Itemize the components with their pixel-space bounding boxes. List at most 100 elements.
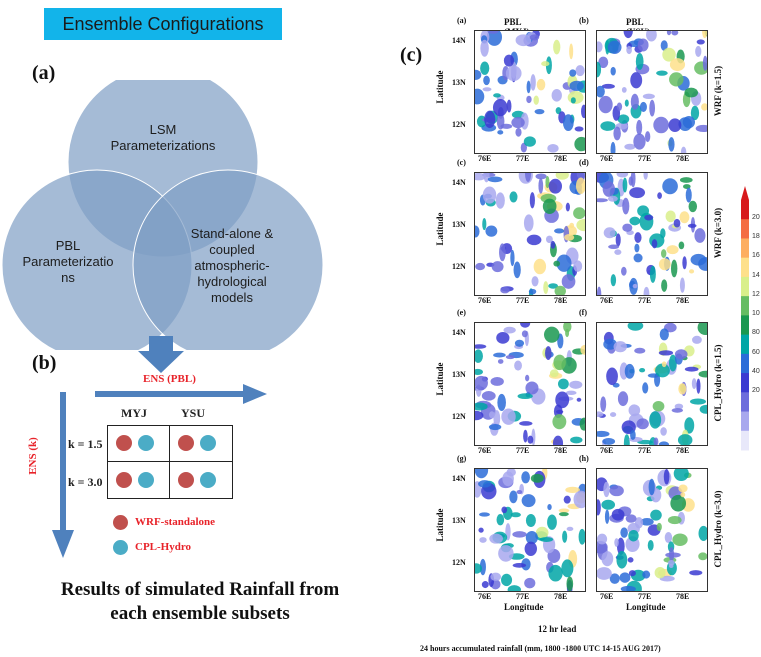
lon-tick: 77E	[516, 592, 530, 601]
lon-tick: 78E	[676, 296, 690, 305]
lat-tick: 14N	[452, 474, 466, 483]
table-col-ysu: YSU	[181, 406, 206, 420]
lon-tick: 76E	[600, 592, 614, 601]
lat-tick: 14N	[452, 178, 466, 187]
lat-axis-label: Latitude	[435, 362, 445, 396]
lon-tick: 76E	[478, 592, 492, 601]
lat-tick: 12N	[452, 262, 466, 271]
colorbar-segment	[741, 373, 749, 393]
lon-tick: 77E	[638, 296, 652, 305]
colorbar-tick: 60	[752, 348, 760, 356]
ens-k-arrow-icon	[52, 392, 74, 558]
ensemble-table	[107, 425, 233, 499]
colorbar-tick: 20	[752, 214, 760, 221]
legend-wrf-dot	[113, 515, 128, 530]
legend-cpl-label: CPL-Hydro	[135, 541, 192, 553]
ens-pbl-arrow-icon	[95, 384, 267, 404]
map-panel	[596, 30, 708, 154]
lon-tick: 78E	[554, 446, 568, 455]
down-arrow-icon	[138, 336, 184, 373]
lon-tick: 76E	[478, 296, 492, 305]
colorbar-segment	[741, 392, 749, 413]
colorbar-segment	[741, 238, 749, 259]
lon-tick: 77E	[516, 154, 530, 163]
colorbar	[741, 186, 749, 451]
map-panel-letter: (f)	[579, 308, 587, 317]
lon-tick: 78E	[554, 296, 568, 305]
colorbar-tick: 80	[752, 329, 760, 337]
colorbar-segment	[741, 200, 749, 220]
lon-tick: 76E	[600, 296, 614, 305]
table-row-k15: k = 1.5	[68, 437, 103, 451]
dot-cpl	[200, 472, 216, 488]
row-label: WRF (k=3.0)	[713, 207, 723, 259]
map-panel-letter: (g)	[457, 454, 467, 463]
lon-tick: 76E	[478, 154, 492, 163]
lon-tick: 78E	[676, 446, 690, 455]
venn-label-lsm: LSM Parameterizations	[110, 122, 216, 153]
lon-tick: 77E	[638, 154, 652, 163]
lon-tick: 76E	[600, 154, 614, 163]
lead-label: 12 hr lead	[538, 624, 577, 634]
results-caption: Results of simulated Rainfall from each …	[60, 579, 340, 624]
colorbar-segment	[741, 411, 749, 432]
colorbar-tick: 40	[752, 367, 760, 375]
colorbar-segment	[741, 219, 749, 239]
lat-tick: 13N	[452, 78, 466, 87]
map-panel	[596, 322, 708, 446]
legend-cpl-dot	[113, 540, 128, 555]
lon-tick: 77E	[516, 446, 530, 455]
map-panel-letter: (e)	[457, 308, 466, 317]
venn-diagram	[1, 80, 324, 350]
colorbar-segment	[741, 334, 749, 355]
dot-cpl	[138, 435, 154, 451]
colorbar-tick: 12	[752, 290, 760, 298]
lat-axis-label: Latitude	[435, 508, 445, 542]
map-panel-letter: (a)	[457, 16, 467, 25]
ens-pbl-label: ENS (PBL)	[143, 373, 196, 385]
lon-axis-label: Longitude	[504, 602, 544, 612]
colorbar-tick: 10	[752, 310, 760, 318]
map-panel	[474, 172, 586, 296]
dot-wrf	[178, 435, 194, 451]
ens-k-label: ENS (k)	[26, 437, 39, 475]
lon-tick: 77E	[516, 296, 530, 305]
lat-tick: 12N	[452, 558, 466, 567]
lon-tick: 78E	[554, 154, 568, 163]
colorbar-tick: 20	[752, 387, 760, 395]
table-row-k30: k = 3.0	[68, 475, 103, 489]
lon-tick: 78E	[676, 592, 690, 601]
colorbar-tick: 16	[752, 252, 760, 260]
colorbar-tick: 14	[752, 271, 760, 279]
colorbar-top-arrow	[741, 186, 749, 200]
lat-tick: 14N	[452, 328, 466, 337]
colorbar-segment	[741, 296, 749, 316]
lon-tick: 78E	[554, 592, 568, 601]
colorbar-segment	[741, 430, 749, 451]
colorbar-segment	[741, 276, 749, 297]
venn-label-pbl: PBL Parameterizatio ns	[22, 238, 114, 285]
map-panel	[596, 172, 708, 296]
dot-wrf	[178, 472, 194, 488]
lat-axis-label: Latitude	[435, 212, 445, 246]
lon-tick: 76E	[478, 446, 492, 455]
lon-tick: 77E	[638, 592, 652, 601]
map-panel	[474, 30, 586, 154]
lat-tick: 13N	[452, 220, 466, 229]
row-label: WRF (k=1.5)	[713, 65, 723, 117]
map-panel-letter: (b)	[579, 16, 589, 25]
colorbar-segment	[741, 353, 749, 374]
colorbar-segment	[741, 257, 749, 278]
legend-wrf-label: WRF-standalone	[135, 516, 216, 528]
dot-wrf	[116, 435, 132, 451]
table-col-myj: MYJ	[121, 406, 147, 420]
lon-tick: 77E	[638, 446, 652, 455]
panel-label-a: (a)	[32, 62, 56, 84]
colorbar-tick: 18	[752, 233, 760, 241]
map-panel-letter: (c)	[457, 158, 466, 167]
dot-cpl	[138, 472, 154, 488]
map-panel	[596, 468, 708, 592]
colorbar-segment	[741, 315, 749, 336]
lat-tick: 12N	[452, 412, 466, 421]
lon-tick: 76E	[600, 446, 614, 455]
